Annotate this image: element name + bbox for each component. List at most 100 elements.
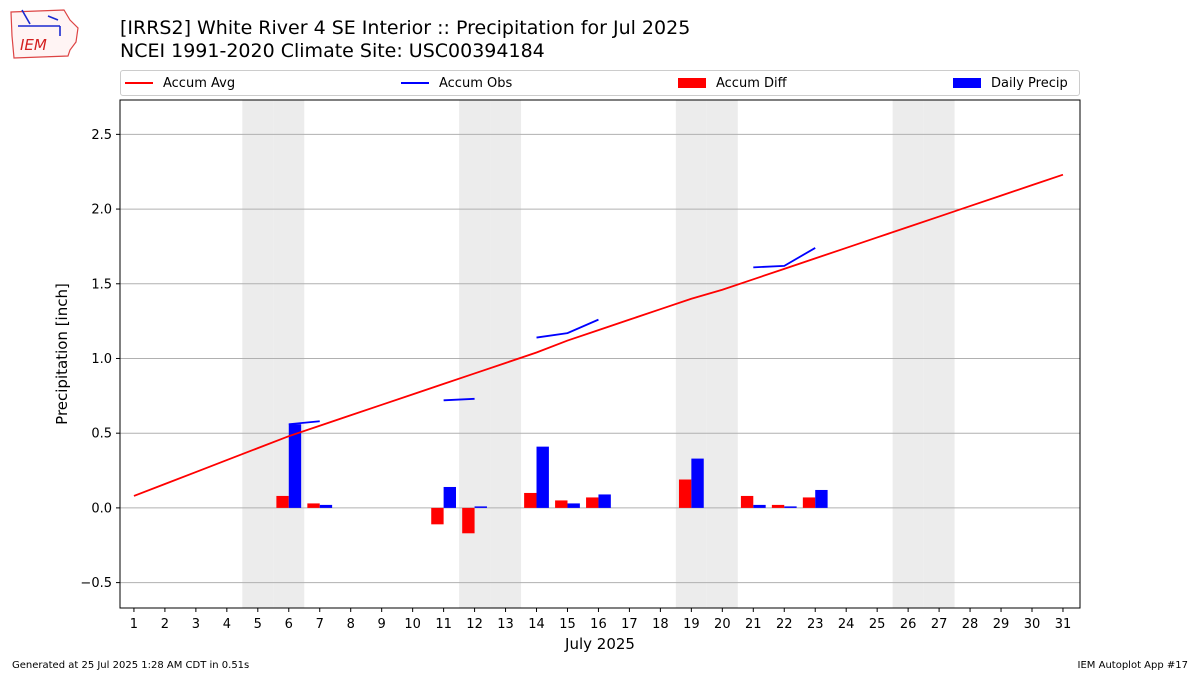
x-tick-label: 29 (993, 617, 1010, 632)
weekend-shading (242, 100, 955, 608)
x-tick-label: 13 (497, 617, 514, 632)
daily-precip-bar-7 (319, 504, 333, 508)
x-tick-label: 22 (776, 617, 793, 632)
daily-precip-bar-11 (443, 486, 456, 508)
accum-obs-line (753, 247, 816, 269)
weekend-band-19 (675, 100, 707, 608)
y-tick-label: −0.5 (80, 576, 112, 591)
y-tick-label: 2.0 (91, 203, 112, 218)
weekend-band-5 (242, 100, 274, 608)
weekend-band-20 (706, 100, 738, 608)
accum-diff-bar-15 (555, 500, 568, 508)
y-tick-label: 0.0 (91, 501, 112, 516)
x-tick-label: 27 (931, 617, 948, 632)
x-tick-label: 21 (745, 617, 762, 632)
x-tick-label: 4 (223, 617, 231, 632)
weather-station-icon (18, 9, 61, 36)
legend-swatch-accum-obs (401, 82, 429, 84)
x-tick-label: 18 (652, 617, 669, 632)
y-tick-label: 0.5 (91, 427, 112, 442)
x-axis-ticks: 1 2 3 4 5 6 7 8 9 10 11 12 13 14 15 16 17 18 19 20 21 22 23 24 2… (130, 608, 1071, 632)
y-axis-label: Precipitation [inch] (53, 283, 71, 425)
iem-logo: IEM (10, 9, 79, 59)
x-tick-label: 28 (962, 617, 979, 632)
weekend-band-26 (892, 100, 924, 608)
y-tick-label: 1.5 (91, 277, 112, 292)
accum-diff-bar-23 (802, 497, 816, 508)
x-tick-label: 19 (683, 617, 700, 632)
legend-item-daily-precip: Daily Precip (953, 74, 1068, 92)
daily-precip-bar-19 (691, 458, 704, 508)
x-axis-label: July 2025 (564, 635, 635, 653)
accum-avg-line (133, 173, 1064, 497)
x-tick-label: 8 (347, 617, 355, 632)
accum-obs-line (536, 318, 599, 339)
legend-label-daily-precip: Daily Precip (991, 75, 1068, 91)
x-tick-label: 6 (285, 617, 293, 632)
daily-precip-bar-23 (815, 489, 828, 508)
x-tick-label: 15 (559, 617, 576, 632)
accum-diff-bar-11 (431, 507, 444, 525)
y-tick-label: 2.5 (91, 128, 112, 143)
daily-precip-bar-22 (784, 506, 797, 508)
x-tick-label: 16 (590, 617, 607, 632)
generated-timestamp: Generated at 25 Jul 2025 1:28 AM CDT in … (12, 660, 250, 671)
legend-item-accum-obs: Accum Obs (401, 74, 512, 92)
accum-obs-line (288, 420, 320, 426)
x-tick-label: 1 (130, 617, 138, 632)
x-tick-label: 2 (161, 617, 169, 632)
x-tick-label: 24 (838, 617, 855, 632)
x-tick-label: 12 (466, 617, 483, 632)
plot-frame (119, 99, 1081, 609)
accum-diff-bar-21 (740, 495, 754, 508)
x-tick-label: 20 (714, 617, 731, 632)
daily-precip-bar-14 (536, 446, 549, 508)
line-series (133, 173, 1064, 497)
logo-text: IEM (20, 36, 47, 54)
chart-legend: Accum Avg Accum Obs Accum Diff Daily Pre… (120, 70, 1080, 96)
bar-series (276, 424, 828, 534)
x-tick-label: 31 (1055, 617, 1072, 632)
legend-item-accum-diff: Accum Diff (678, 74, 787, 92)
accum-obs-line (443, 397, 475, 402)
x-tick-label: 5 (254, 617, 262, 632)
accum-diff-bar-22 (771, 504, 785, 508)
y-axis-ticks: −0.5 0.0 0.5 1.0 1.5 2.0 2.5 (80, 128, 120, 591)
legend-swatch-accum-diff (678, 78, 706, 88)
x-tick-label: 26 (900, 617, 917, 632)
legend-label-accum-avg: Accum Avg (163, 75, 236, 91)
x-tick-label: 14 (528, 617, 545, 632)
legend-label-accum-diff: Accum Diff (716, 75, 787, 91)
accum-diff-bar-6 (276, 495, 289, 508)
chart-title: [IRRS2] White River 4 SE Interior :: Pre… (120, 17, 691, 39)
x-tick-label: 25 (869, 617, 886, 632)
daily-precip-bar-15 (567, 503, 580, 508)
accum-diff-bar-7 (307, 503, 320, 508)
accum-diff-bar-16 (586, 497, 599, 508)
chart-subtitle: NCEI 1991-2020 Climate Site: USC00394184 (120, 40, 545, 62)
app-credit: IEM Autoplot App #17 (1077, 660, 1188, 671)
legend-item-accum-avg: Accum Avg (125, 74, 235, 92)
daily-precip-bar-12 (474, 506, 487, 508)
x-tick-label: 17 (621, 617, 638, 632)
weekend-band-6 (273, 100, 305, 608)
x-tick-label: 30 (1024, 617, 1041, 632)
x-tick-label: 10 (404, 617, 421, 632)
daily-precip-bar-16 (598, 494, 611, 508)
daily-precip-bar-21 (753, 504, 766, 508)
legend-swatch-daily-precip (953, 78, 981, 88)
x-tick-label: 7 (316, 617, 324, 632)
weekend-band-27 (923, 100, 955, 608)
accum-diff-bar-12 (462, 507, 475, 534)
x-tick-label: 3 (192, 617, 200, 632)
legend-swatch-accum-avg (125, 82, 153, 84)
accum-diff-bar-19 (678, 479, 692, 508)
accum-diff-bar-14 (524, 492, 537, 508)
x-tick-label: 9 (378, 617, 386, 632)
weekend-band-13 (490, 100, 522, 608)
legend-label-accum-obs: Accum Obs (439, 75, 513, 91)
x-tick-label: 23 (807, 617, 824, 632)
x-tick-label: 11 (435, 617, 452, 632)
y-tick-label: 1.0 (91, 352, 112, 367)
